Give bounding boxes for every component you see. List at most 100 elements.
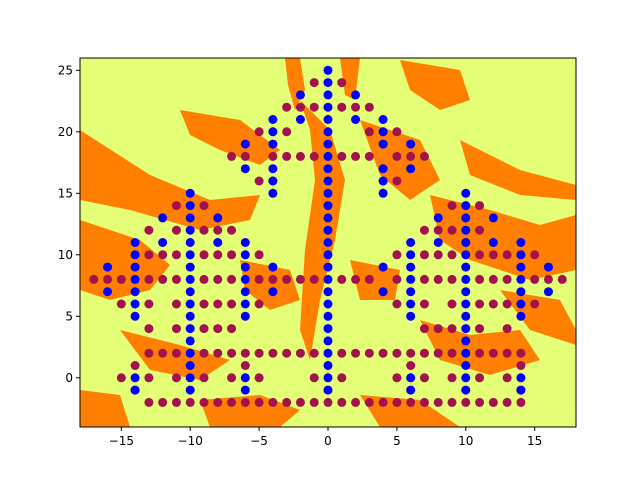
data-point [502,274,512,284]
data-point [158,213,168,223]
data-point [103,274,113,284]
data-point [268,176,278,186]
data-point [323,397,333,407]
data-point [461,348,471,358]
data-point [254,274,264,284]
data-point [351,90,361,100]
data-point [171,397,181,407]
data-point [282,102,292,112]
data-point [447,201,457,211]
data-point [447,250,457,260]
data-point [171,250,181,260]
data-point [158,274,168,284]
data-point [199,201,209,211]
data-point [516,385,526,395]
data-point [144,250,154,260]
data-point [488,397,498,407]
data-point [295,274,305,284]
data-point [185,238,195,247]
data-point [351,397,361,407]
x-tick-label: −10 [178,434,203,448]
data-point [185,336,195,346]
data-point [378,287,388,297]
data-point [158,238,168,247]
data-point [378,164,388,174]
data-point [282,274,292,284]
data-point [516,311,526,321]
data-point [364,397,374,407]
data-point [378,139,388,149]
data-point [488,213,498,223]
data-point [323,164,333,174]
data-point [185,188,195,198]
data-point [323,115,333,124]
data-point [309,274,319,284]
data-point [185,361,195,370]
data-point [406,164,416,174]
data-point [185,287,195,297]
data-point [171,225,181,235]
data-point [406,385,416,395]
data-point [433,213,443,223]
background-dark-region [80,130,260,230]
data-point [199,348,209,358]
data-point [144,299,154,309]
data-point [185,397,195,407]
data-point [419,274,429,284]
data-point [351,151,361,161]
data-point [213,324,223,334]
data-point [323,299,333,309]
data-point [323,348,333,358]
data-point [116,299,126,309]
data-point [254,250,264,260]
data-point [130,385,140,395]
data-point [378,127,388,137]
data-point [309,373,319,383]
data-point [213,238,223,247]
data-point [240,373,250,383]
data-point [199,324,209,334]
data-point [213,397,223,407]
background-dark-region [180,110,280,165]
data-point [516,397,526,407]
data-point [337,102,347,112]
data-point [130,299,140,309]
data-point [295,397,305,407]
background-dark-region [400,60,470,110]
data-point [254,397,264,407]
background-dark-region [80,390,130,427]
data-point [351,274,361,284]
data-point [185,225,195,235]
data-point [364,274,374,284]
data-point [171,299,181,309]
data-point [502,397,512,407]
data-point [240,262,250,272]
data-point [502,250,512,260]
data-point [144,397,154,407]
data-point [323,213,333,223]
data-point [199,373,209,383]
background-dark-region [240,260,300,310]
data-point [337,397,347,407]
data-point [406,151,416,161]
data-point [461,361,471,370]
data-point [378,188,388,198]
data-point [392,176,402,186]
data-point [461,262,471,272]
series-0 [89,78,567,407]
data-point [323,139,333,149]
data-point [282,348,292,358]
data-point [240,348,250,358]
data-point [185,299,195,309]
data-point [199,250,209,260]
data-point [227,225,237,235]
data-point [488,299,498,309]
data-point [433,348,443,358]
data-point [323,311,333,321]
data-point [378,115,388,124]
data-point [227,373,237,383]
data-point [268,164,278,174]
data-point [240,139,250,149]
background-dark-region [340,58,360,100]
data-point [268,274,278,284]
